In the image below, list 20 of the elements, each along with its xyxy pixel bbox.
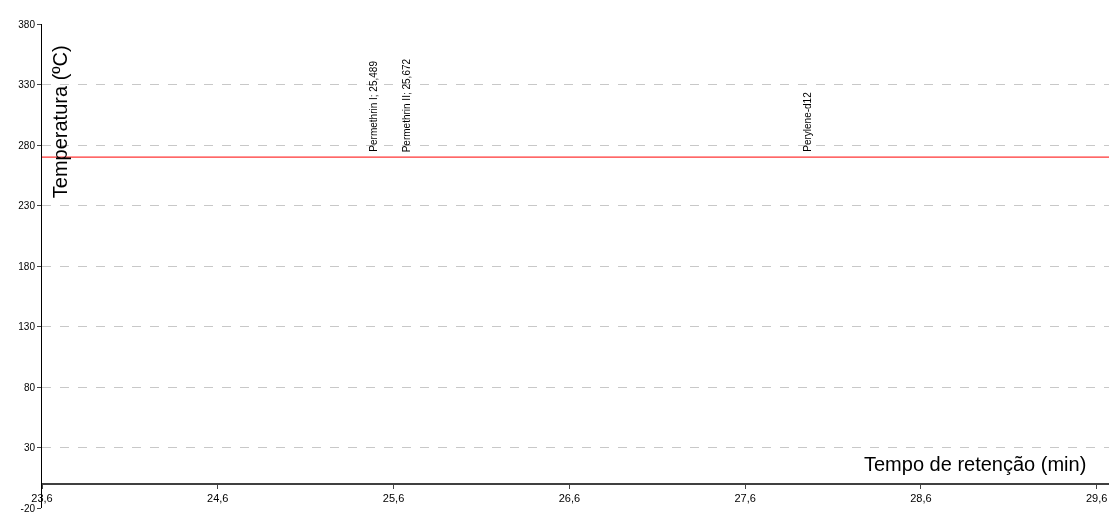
y-tick-label: 80 <box>23 381 36 393</box>
x-tick-label: 28,6 <box>910 491 932 504</box>
y-tick-label: 130 <box>18 321 36 332</box>
annotation: Permethrin I; 25,489 <box>368 60 380 152</box>
x-tick-label: 26,6 <box>558 491 581 504</box>
annotation: Perylene-d12 <box>801 91 813 152</box>
x-tick-label: 29,6 <box>1085 491 1108 504</box>
y-tick-label: 330 <box>18 79 36 90</box>
y-tick-label: 180 <box>18 260 36 272</box>
x-axis-title: Tempo de retenção (min) <box>864 453 1087 475</box>
y-axis-title: Temperatura (ºC) <box>49 45 72 199</box>
annotation: Permethrin II; 25,672 <box>401 58 413 153</box>
y-tick-label: 380 <box>18 18 36 30</box>
y-tick-label: 230 <box>18 200 36 211</box>
x-tick-label: 27,6 <box>734 491 756 504</box>
y-tick-label: 30 <box>23 442 36 453</box>
x-tick-label: 25,6 <box>382 491 405 504</box>
x-tick-label: 24,6 <box>207 491 229 504</box>
y-tick-label: 280 <box>18 139 36 151</box>
y-tick-label: -20 <box>20 502 36 514</box>
